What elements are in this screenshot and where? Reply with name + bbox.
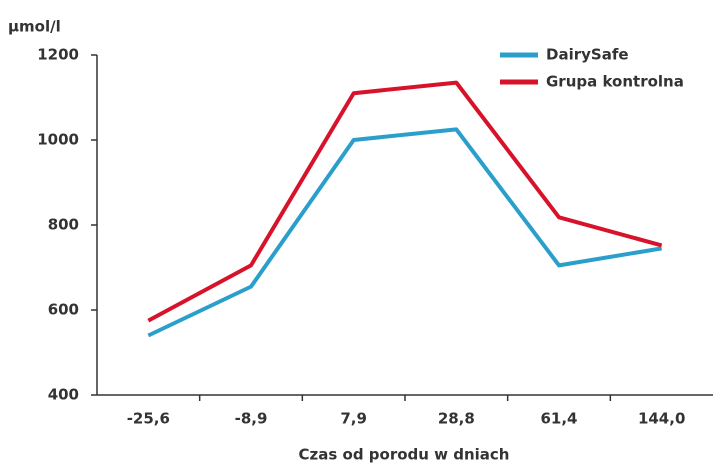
y-tick-label: 400 bbox=[48, 386, 79, 404]
x-tick-label: 7,9 bbox=[340, 410, 367, 428]
x-tick-label: 28,8 bbox=[438, 410, 475, 428]
legend-label: Grupa kontrolna bbox=[546, 73, 684, 91]
y-tick-label: 600 bbox=[48, 301, 79, 319]
x-tick-label: 61,4 bbox=[540, 410, 577, 428]
x-tick-label: -8,9 bbox=[235, 410, 268, 428]
series-line bbox=[147, 127, 662, 338]
series-line bbox=[147, 80, 663, 323]
y-axis-label: µmol/l bbox=[8, 18, 61, 36]
y-tick-label: 800 bbox=[48, 216, 79, 234]
x-tick-label: -25,6 bbox=[127, 410, 170, 428]
x-axis-label: Czas od porodu w dniach bbox=[299, 446, 510, 464]
legend-label: DairySafe bbox=[546, 46, 629, 64]
y-tick-label: 1200 bbox=[37, 46, 79, 64]
x-tick-label: 144,0 bbox=[638, 410, 685, 428]
y-tick-label: 1000 bbox=[37, 131, 79, 149]
